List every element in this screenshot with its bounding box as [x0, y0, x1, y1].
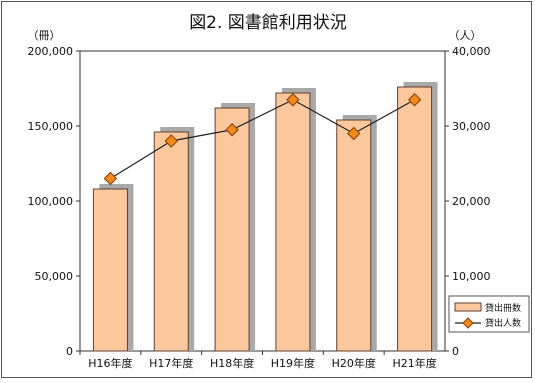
bar: [92, 188, 128, 352]
right-tick-label: 30,000: [452, 120, 491, 133]
x-tick-label: H16年度: [88, 356, 132, 370]
x-tick-label: H20年度: [332, 356, 376, 370]
right-tick-label: 0: [452, 345, 459, 358]
right-tick-label: 40,000: [452, 45, 491, 58]
bar: [397, 86, 433, 352]
legend-line-label: 貸出人数: [485, 317, 521, 329]
bar: [153, 131, 189, 352]
x-tick-label: H17年度: [149, 356, 193, 370]
line-point: [103, 171, 118, 186]
x-tick-label: H18年度: [210, 356, 254, 370]
line-point: [286, 93, 300, 107]
left-tick-label: 50,000: [35, 270, 74, 283]
chart-title: 図2. 図書館利用状況: [189, 13, 347, 33]
line-point: [347, 126, 361, 141]
legend-bar-label: 貸出冊数: [485, 302, 521, 314]
line-point: [164, 134, 178, 148]
right-tick-label: 20,000: [452, 195, 491, 208]
series-line: [110, 99, 415, 180]
x-tick-label: H19年度: [271, 356, 315, 370]
left-tick-label: 200,000: [28, 45, 74, 58]
bar: [214, 107, 250, 352]
left-tick-label: 100,000: [28, 195, 74, 208]
bar: [275, 92, 311, 352]
chart-frame: 図2. 図書館利用状況 （冊） （人） 0 50,000 100,000 150,000 20…: [1, 1, 532, 378]
left-tick-label: 150,000: [28, 120, 74, 133]
legend-bar-swatch: [454, 302, 482, 312]
right-axis-unit: （人）: [449, 29, 482, 42]
legend-box: [448, 295, 530, 333]
left-tick-label: 0: [66, 345, 73, 358]
chart-svg: 図2. 図書館利用状況 （冊） （人） 0 50,000 100,000 150,000 20…: [28, 13, 530, 370]
x-tick-label: H21年度: [392, 356, 436, 370]
bar: [336, 119, 372, 352]
line-point: [407, 93, 422, 107]
line-point: [225, 123, 239, 137]
right-tick-label: 10,000: [452, 270, 491, 283]
left-axis-unit: （冊）: [28, 29, 61, 42]
legend-line-marker: [462, 317, 474, 329]
plot-area: [79, 50, 446, 352]
